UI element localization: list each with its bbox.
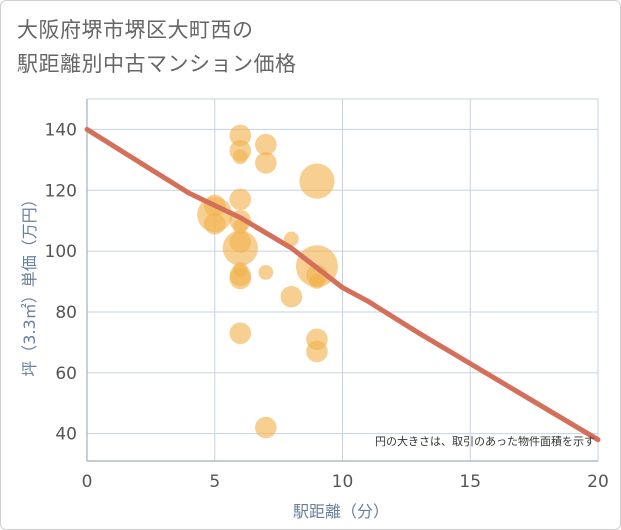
y-tick-label: 60 xyxy=(55,364,77,384)
chart-title-line-2: 駅距離別中古マンション価格 xyxy=(17,52,297,76)
bubble-point xyxy=(229,231,252,253)
y-tick-label: 100 xyxy=(45,242,77,262)
y-tick-label: 120 xyxy=(45,181,77,201)
bubble-point xyxy=(284,231,299,247)
bubble-point xyxy=(309,274,325,289)
chart-title: 大阪府堺市堺区大町西の 駅距離別中古マンション価格 xyxy=(17,13,297,81)
bubble-point xyxy=(255,152,277,174)
trend-line-group xyxy=(84,126,601,443)
bubble-point xyxy=(280,285,303,308)
size-note: 円の大きさは、取引のあった物件面積を示す xyxy=(375,434,595,448)
bubble-point xyxy=(229,188,252,211)
x-tick-label: 5 xyxy=(209,472,220,492)
bubble-point xyxy=(229,322,252,345)
bubble-point xyxy=(229,124,252,147)
bubble-point xyxy=(232,149,248,165)
grid xyxy=(86,98,599,462)
x-tick-label: 0 xyxy=(82,472,93,492)
y-tick-label: 40 xyxy=(55,425,77,445)
bubble-point xyxy=(232,261,248,277)
bubble-point xyxy=(306,340,328,363)
chart-title-line-1: 大阪府堺市堺区大町西の xyxy=(17,18,254,42)
x-tick-label: 20 xyxy=(587,472,609,492)
trend-line xyxy=(84,126,601,443)
bubble-point xyxy=(255,416,277,439)
bubbles xyxy=(197,124,338,439)
bubble-point xyxy=(232,219,248,235)
bubble-point xyxy=(255,133,277,156)
y-axis-label: 坪（3.3㎡）単価（万円） xyxy=(20,191,39,376)
axis-lines xyxy=(86,99,598,462)
x-tick-label: 15 xyxy=(459,472,481,492)
bubble-point xyxy=(299,163,335,199)
x-axis-label: 駅距離（分） xyxy=(293,502,389,521)
tick-labels: 0 5 10 15 20 40 60 80 100 120 140 xyxy=(45,120,609,492)
x-tick-label: 10 xyxy=(332,472,354,492)
bubble-point xyxy=(258,264,274,280)
y-tick-label: 140 xyxy=(45,120,77,140)
y-tick-label: 80 xyxy=(55,303,77,323)
bubble-point xyxy=(203,212,226,235)
